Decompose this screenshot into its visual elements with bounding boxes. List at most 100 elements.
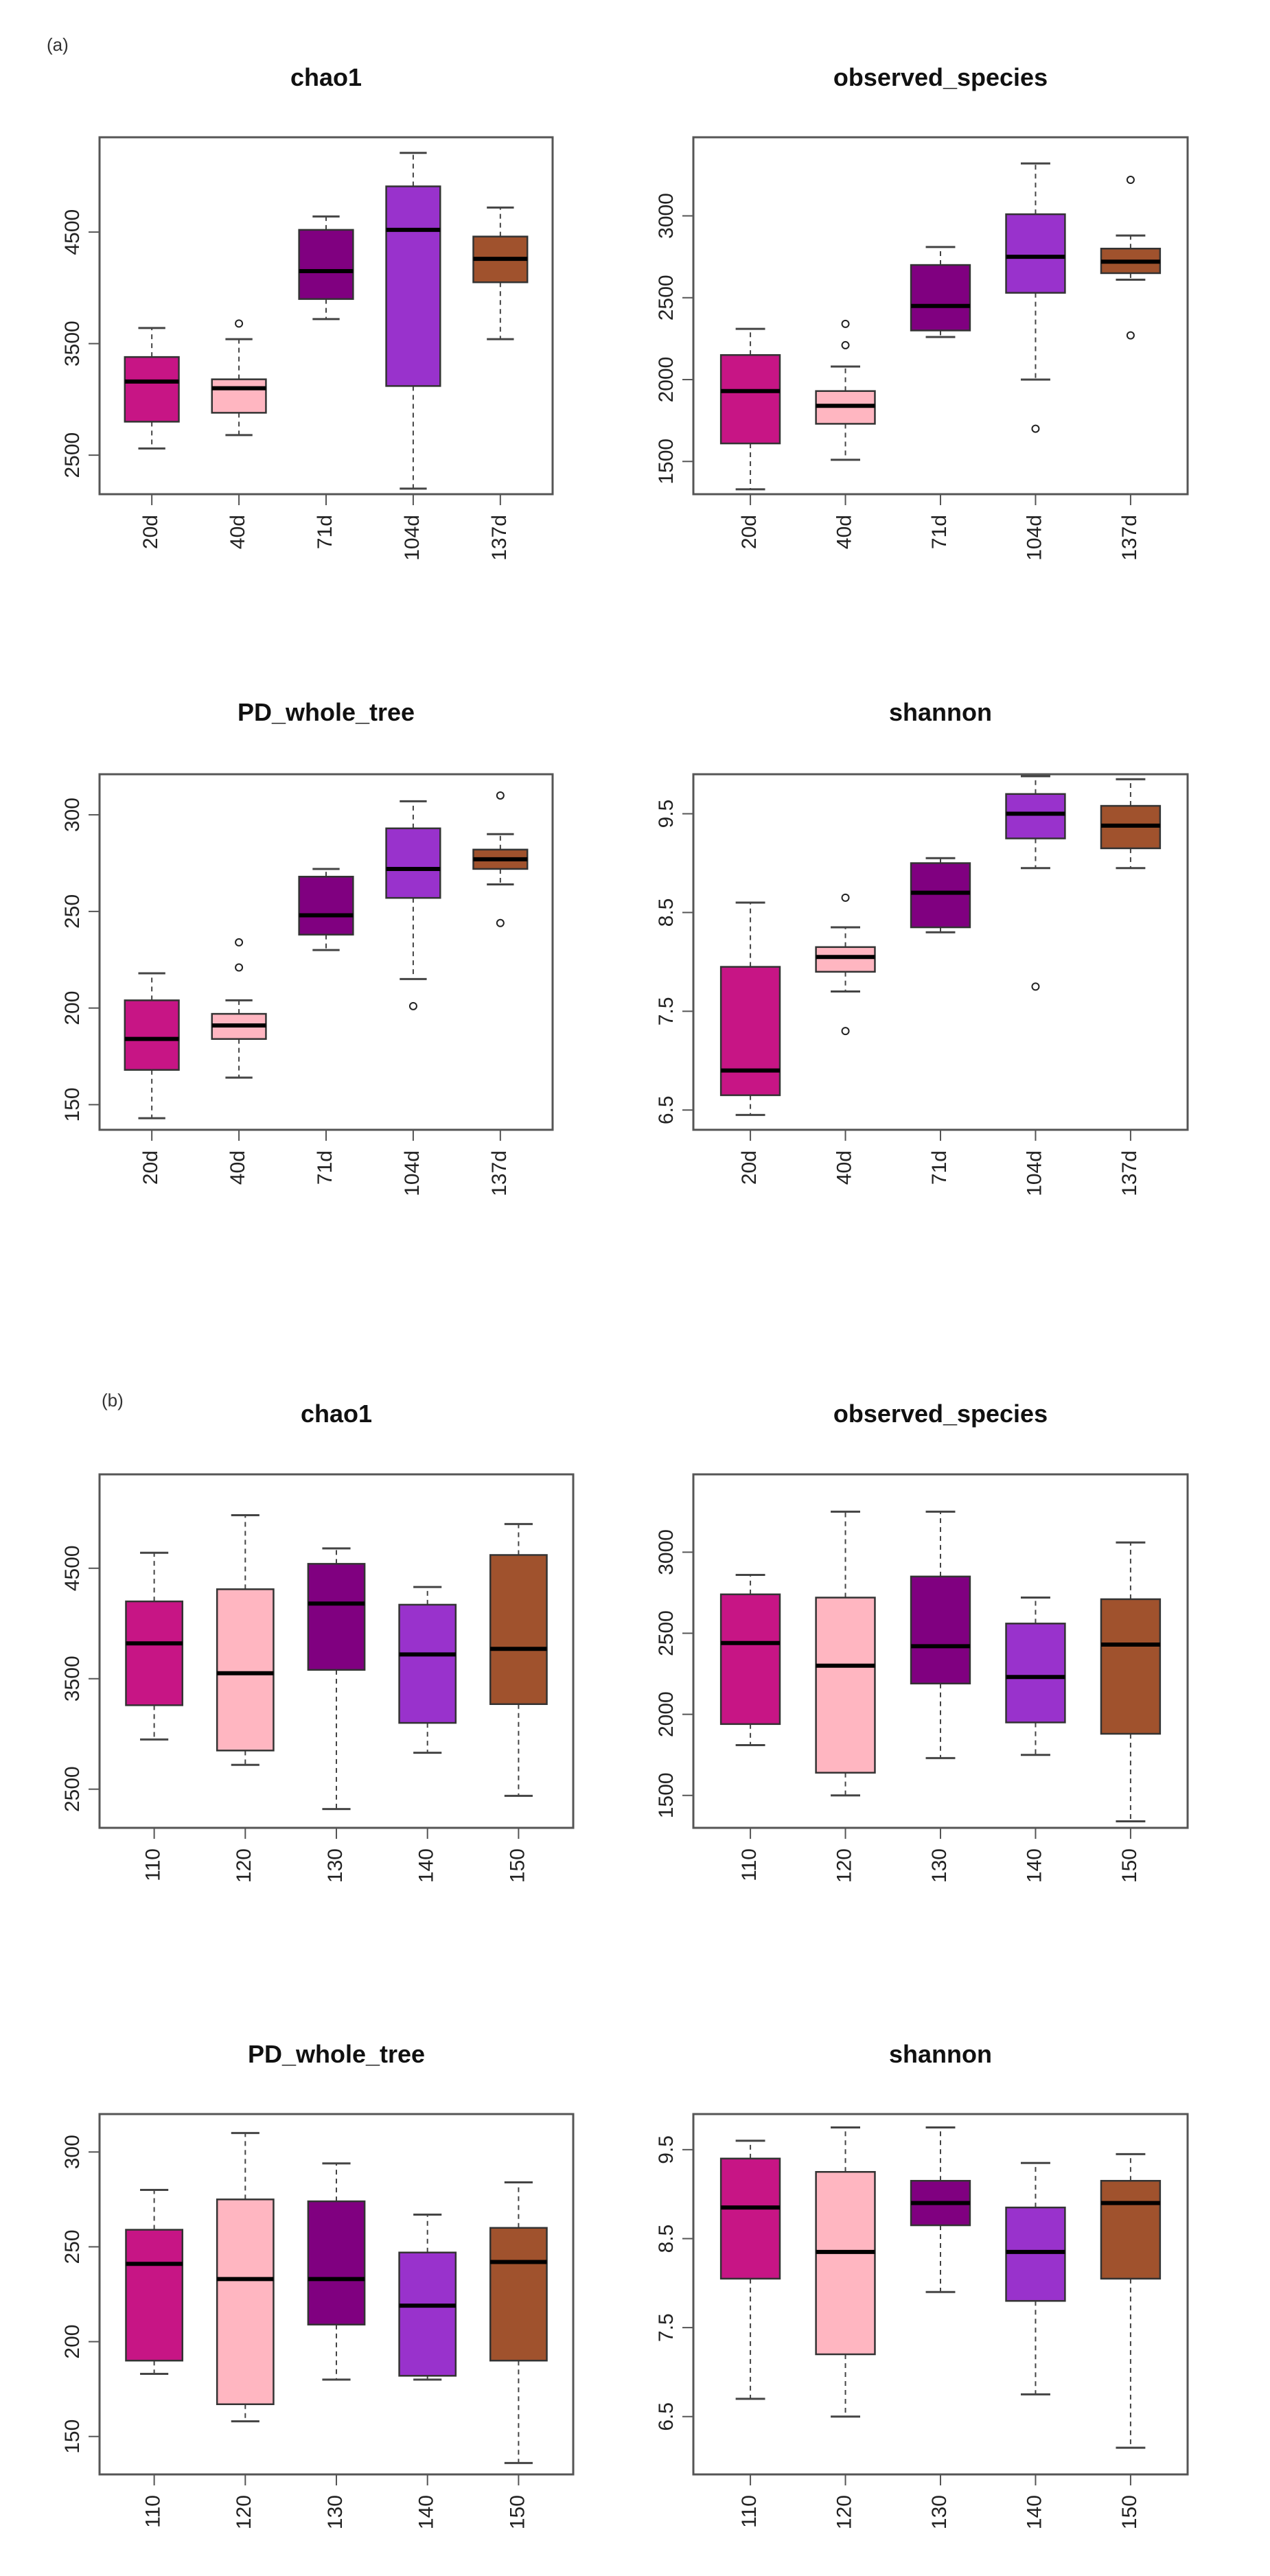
y-tick-label: 9.5 [655,2135,678,2164]
x-tick-label: 20d [139,1150,162,1185]
chart-4: shannon 6.5 7.5 8.5 9.5 20d 40d 71d 104d 137d [655,698,1189,1196]
box-iqr [815,946,876,973]
box-20d [124,327,180,450]
box-iqr [216,1588,275,1752]
box-iqr [307,1563,366,1671]
y-tick-label: 150 [61,2420,84,2454]
x-tick-label: 110 [142,1848,165,1881]
plot-frame [98,136,554,496]
y-tick-label: 6.5 [655,2402,678,2431]
chart-1: chao1 2500 3500 4500 20d 40d 71d 104d 137d [61,63,554,561]
y-tick-label: 2000 [655,1691,678,1737]
box-137d [472,791,529,927]
y-tick-label: 2500 [655,1610,678,1656]
box-120 [815,1510,876,1797]
y-tick-label: 1500 [655,1772,678,1818]
y-tick-label: 4500 [61,1545,84,1591]
box-20d [124,972,180,1119]
y-tick-label: 2000 [655,357,678,403]
box-137d [472,206,529,340]
x-tick-label: 40d [227,1150,249,1185]
chart-7: PD_whole_tree 150 200 250 300 110 120 130 140 150 [61,2040,575,2529]
box-40d [815,893,876,1036]
x-tick-label: 71d [928,1150,951,1185]
box-71d [910,246,971,338]
box-iqr [1100,1598,1162,1735]
y-tick-label: 250 [61,894,84,929]
box-120 [815,2126,876,2418]
x-tick-label: 137d [1118,515,1141,561]
outlier-point [841,340,850,349]
box-iqr [125,1600,184,1706]
box-71d [910,857,971,933]
chart-title: PD_whole_tree [238,698,415,726]
x-tick-label: 130 [928,2495,951,2529]
box-iqr [1005,213,1066,294]
box-120 [216,1514,275,1766]
y-tick-label: 3000 [655,193,678,239]
x-tick-label: 104d [401,1150,424,1196]
box-137d [1100,778,1162,870]
x-tick-label: 110 [142,2495,165,2528]
chart-title: observed_species [833,63,1048,91]
box-71d [298,868,354,951]
x-tick-label: 140 [1023,2495,1046,2529]
box-110 [125,2189,184,2376]
outlier-point [841,319,850,328]
chart-title: shannon [889,2040,992,2068]
box-104d [385,800,441,1010]
plot-frame [98,773,554,1131]
box-150 [489,2181,548,2464]
box-iqr [398,1603,457,1724]
outlier-point [1126,176,1135,185]
x-tick-label: 104d [401,515,424,561]
box-iqr [815,2171,876,2356]
box-150 [1100,1541,1162,1823]
x-tick-label: 110 [738,2495,761,2528]
box-130 [910,2126,971,2293]
chart-title: shannon [889,698,992,726]
box-40d [815,319,876,461]
outlier-point [1031,982,1040,991]
x-tick-label: 104d [1023,515,1046,561]
box-iqr [489,2227,548,2362]
y-tick-label: 300 [61,798,84,832]
box-iqr [1100,2179,1162,2280]
box-140 [398,2213,457,2381]
box-40d [211,319,267,437]
box-150 [1100,2153,1162,2449]
chart-5: chao1 2500 3500 4500 110 120 130 140 150 [61,1400,575,1883]
y-tick-label: 2500 [61,1766,84,1812]
y-tick-label: 7.5 [655,997,678,1025]
x-tick-label: 104d [1023,1150,1046,1196]
x-tick-label: 140 [1023,1848,1046,1883]
x-tick-label: 137d [488,515,511,561]
chart-8: shannon 6.5 7.5 8.5 9.5 110 120 130 140 150 [655,2040,1189,2529]
chart-6: observed_species 1500 2000 2500 3000 110 120 13… [655,1400,1189,1883]
y-tick-label: 200 [61,991,84,1025]
box-110 [719,1573,781,1747]
box-iqr [910,264,971,332]
x-tick-label: 40d [227,515,249,549]
box-71d [298,215,354,321]
box-130 [307,2162,366,2381]
x-tick-label: 110 [738,1848,761,1881]
y-tick-label: 9.5 [655,800,678,828]
x-tick-label: 71d [314,515,336,549]
y-tick-label: 2500 [655,275,678,321]
box-iqr [1005,2206,1066,2302]
box-104d [1005,162,1066,433]
x-tick-label: 140 [415,2495,438,2529]
box-iqr [1005,793,1066,839]
box-iqr [719,353,781,445]
box-140 [398,1586,457,1754]
x-tick-label: 130 [928,1848,951,1883]
outlier-point [1126,331,1135,340]
box-140 [1005,1597,1066,1756]
x-tick-label: 20d [738,1150,761,1185]
x-tick-label: 20d [139,515,162,549]
outlier-point [235,319,244,328]
box-20d [719,327,781,491]
box-110 [125,1551,184,1741]
chart-title: chao1 [290,63,362,91]
